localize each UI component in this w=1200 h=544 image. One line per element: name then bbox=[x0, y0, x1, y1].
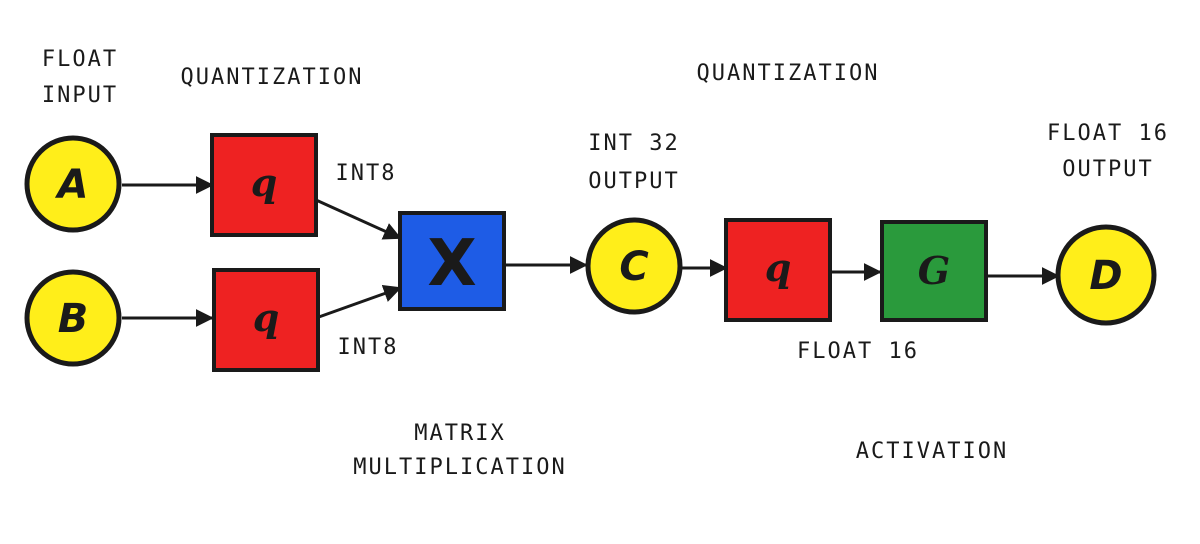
node-d-label: D bbox=[1089, 253, 1122, 299]
label-matrix-multiplication-line1: MATRIX bbox=[414, 421, 505, 446]
activation-box-rect bbox=[880, 220, 988, 322]
node-a-circle bbox=[24, 135, 122, 233]
label-int8-bottom: INT8 bbox=[338, 335, 399, 360]
activation-box-symbol: G bbox=[918, 248, 950, 293]
label-quantization-1: QUANTIZATION bbox=[181, 65, 364, 90]
node-c: C bbox=[585, 217, 683, 315]
label-float16-output-line2: OUTPUT bbox=[1062, 157, 1153, 182]
quant-box-b-rect bbox=[212, 268, 320, 372]
matmul-box-rect bbox=[398, 211, 506, 311]
quant-box-c-rect bbox=[724, 218, 832, 322]
node-a-label: A bbox=[55, 162, 89, 208]
label-float16-output-line1: FLOAT 16 bbox=[1047, 121, 1169, 146]
node-c-label: C bbox=[619, 244, 648, 290]
quant-box-a-symbol: q bbox=[251, 160, 278, 205]
activation-box: G bbox=[880, 220, 988, 322]
label-float-input-line1: FLOAT bbox=[42, 47, 118, 72]
quant-box-b: q bbox=[212, 268, 320, 372]
label-activation: ACTIVATION bbox=[856, 439, 1008, 464]
label-int32-output-line2: OUTPUT bbox=[588, 169, 679, 194]
label-float16-mid: FLOAT 16 bbox=[797, 339, 919, 364]
node-d: D bbox=[1055, 224, 1157, 326]
matmul-box: X bbox=[398, 211, 506, 311]
label-int32-output-line1: INT 32 bbox=[588, 131, 679, 156]
node-a: A bbox=[24, 135, 122, 233]
edge-quant-b-to-mult bbox=[315, 284, 402, 320]
node-b-circle bbox=[24, 269, 122, 367]
quant-box-a: q bbox=[210, 133, 318, 237]
label-int8-top: INT8 bbox=[336, 161, 397, 186]
node-b-label: B bbox=[58, 296, 89, 342]
quant-box-b-symbol: q bbox=[253, 295, 280, 340]
quant-box-c-symbol: q bbox=[765, 245, 792, 290]
node-b: B bbox=[24, 269, 122, 367]
matmul-box-symbol: X bbox=[427, 227, 476, 301]
label-float-input-line2: INPUT bbox=[42, 83, 118, 108]
quant-box-c: q bbox=[724, 218, 832, 322]
edge-quant-a-to-mult bbox=[315, 198, 402, 240]
node-d-circle bbox=[1055, 224, 1157, 326]
node-c-circle bbox=[585, 217, 683, 315]
label-matrix-multiplication-line2: MULTIPLICATION bbox=[353, 455, 566, 480]
quant-box-a-rect bbox=[210, 133, 318, 237]
label-quantization-2: QUANTIZATION bbox=[697, 61, 880, 86]
